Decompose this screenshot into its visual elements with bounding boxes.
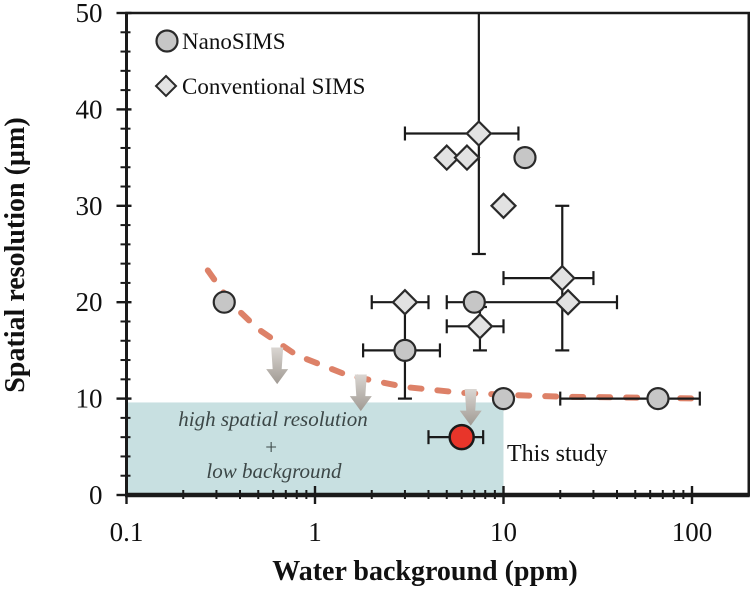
legend-item-nanosims: NanoSIMS — [182, 29, 286, 54]
x-tick-label: 10 — [490, 517, 517, 547]
data-point-nanosims — [462, 290, 486, 314]
diamond-marker-icon — [154, 74, 178, 98]
guide-arrow — [349, 374, 372, 412]
this-study-label: This study — [507, 441, 608, 467]
data-point-conventional-sims — [391, 288, 419, 316]
region-text-line1: high spatial resolution — [178, 407, 367, 431]
region-text-line2: + — [264, 435, 278, 459]
data-point-nanosims — [491, 387, 516, 411]
region-highlight — [126, 402, 504, 495]
data-point-conventional-sims — [453, 144, 481, 172]
guide-arrow — [459, 388, 482, 426]
y-tick-label: 50 — [76, 0, 103, 28]
data-point-this-study — [448, 423, 475, 451]
x-tick-label: 0.1 — [110, 517, 144, 547]
y-tick-label: 20 — [76, 287, 103, 317]
data-point-conventional-sims — [489, 192, 518, 220]
circle-marker-icon — [155, 29, 179, 53]
data-point-nanosims — [393, 338, 417, 362]
plot-area: 0.1 1 10 100 0 10 20 30 40 50 — [76, 0, 750, 547]
data-point-conventional-sims — [433, 144, 461, 172]
trend-curve — [204, 267, 707, 402]
data-point-nanosims — [646, 387, 670, 411]
data-point-conventional-sims — [465, 119, 493, 148]
region-text-line3: low background — [206, 459, 342, 483]
x-tick-label: 100 — [672, 517, 713, 547]
y-tick-label: 10 — [76, 384, 103, 414]
x-tick-label: 1 — [308, 517, 322, 547]
legend-item-conventional-sims: Conventional SIMS — [182, 74, 365, 99]
data-point-nanosims — [513, 146, 537, 170]
y-axis-title: Spatial resolution (µm) — [0, 117, 31, 392]
data-point-conventional-sims — [466, 312, 494, 340]
y-tick-label: 40 — [76, 94, 103, 124]
guide-arrow — [266, 347, 289, 385]
data-point-nanosims — [212, 290, 236, 314]
data-point-conventional-sims — [554, 288, 582, 316]
data-point-conventional-sims — [548, 264, 576, 292]
y-tick-label: 30 — [76, 191, 103, 221]
y-tick-label: 0 — [89, 480, 103, 510]
x-axis-title: Water background (ppm) — [272, 556, 577, 587]
